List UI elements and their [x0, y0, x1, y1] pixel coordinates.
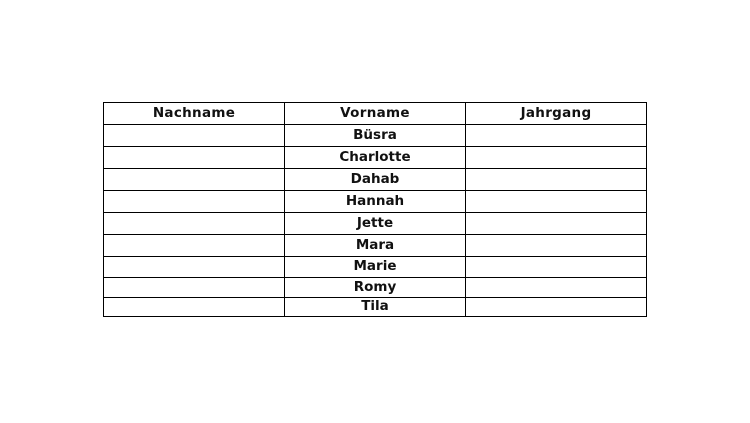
cell-jahrgang — [465, 234, 647, 257]
cell-vorname: Tila — [284, 297, 466, 317]
cell-jahrgang — [465, 256, 647, 278]
table-row: Tila — [103, 297, 647, 317]
cell-vorname: Marie — [284, 256, 466, 278]
cell-nachname — [103, 277, 285, 298]
cell-vorname: Jette — [284, 212, 466, 235]
cell-jahrgang — [465, 146, 647, 169]
cell-nachname — [103, 190, 285, 213]
table-row: Romy — [103, 277, 647, 298]
table-row: Jette — [103, 212, 647, 235]
cell-vorname: Romy — [284, 277, 466, 298]
cell-nachname — [103, 124, 285, 147]
cell-jahrgang — [465, 168, 647, 191]
cell-nachname — [103, 146, 285, 169]
table-row: Mara — [103, 234, 647, 257]
table-row: Büsra — [103, 124, 647, 147]
cell-jahrgang — [465, 190, 647, 213]
cell-nachname — [103, 256, 285, 278]
header-jahrgang: Jahrgang — [465, 102, 647, 125]
cell-jahrgang — [465, 124, 647, 147]
cell-jahrgang — [465, 212, 647, 235]
cell-vorname: Dahab — [284, 168, 466, 191]
table-row: Hannah — [103, 190, 647, 213]
header-nachname: Nachname — [103, 102, 285, 125]
cell-nachname — [103, 234, 285, 257]
cell-nachname — [103, 212, 285, 235]
cell-nachname — [103, 297, 285, 317]
cell-vorname: Hannah — [284, 190, 466, 213]
cell-jahrgang — [465, 277, 647, 298]
cell-nachname — [103, 168, 285, 191]
cell-vorname: Mara — [284, 234, 466, 257]
header-row: Nachname Vorname Jahrgang — [103, 102, 647, 125]
cell-jahrgang — [465, 297, 647, 317]
cell-vorname: Charlotte — [284, 146, 466, 169]
table-row: Dahab — [103, 168, 647, 191]
names-table: Nachname Vorname Jahrgang Büsra Charlotte… — [103, 102, 647, 317]
header-vorname: Vorname — [284, 102, 466, 125]
cell-vorname: Büsra — [284, 124, 466, 147]
table-row: Charlotte — [103, 146, 647, 169]
table-row: Marie — [103, 256, 647, 278]
